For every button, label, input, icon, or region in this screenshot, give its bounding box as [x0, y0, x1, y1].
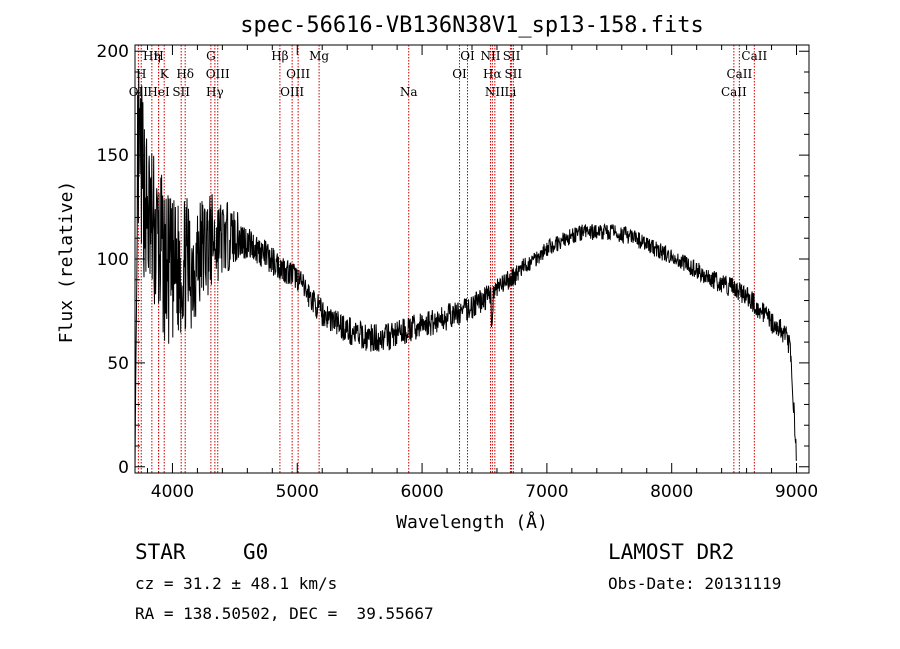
y-tick-label: 150 — [97, 146, 129, 166]
y-tick-label: 200 — [97, 42, 129, 62]
spectral-line-label: H — [136, 67, 146, 81]
spectral-line-label: OI — [452, 67, 467, 81]
spectral-line-label: Na — [400, 85, 418, 99]
spectral-line-label: Hδ — [176, 67, 194, 81]
spectral-line-label: CaII — [726, 67, 752, 81]
spectral-line-label: Hβ — [271, 49, 288, 63]
object-subclass: G0 — [243, 540, 269, 564]
spectral-line-label: HeI — [147, 85, 170, 99]
object-class: STAR — [135, 540, 186, 564]
chart-title: spec-56616-VB136N38V1_sp13-158.fits — [240, 13, 704, 38]
spectral-line-label: K — [160, 67, 170, 81]
y-tick-label: 100 — [97, 250, 129, 270]
spectral-line-label: OIII — [280, 85, 304, 99]
x-tick-label: 9000 — [775, 482, 818, 502]
spectral-line-label: SII — [504, 67, 522, 81]
spectral-line-label: H — [153, 49, 163, 63]
spectral-line-label: OIII — [206, 67, 230, 81]
axis-tick-labels: 4000 5000 6000 7000 8000 9000 0 50 100 150 200 — [97, 42, 819, 502]
spectral-line-label: CaII — [741, 49, 767, 63]
spectral-line-label: Hα — [483, 67, 502, 81]
x-axis-label: Wavelength (Å) — [396, 511, 548, 533]
y-axis-label: Flux (relative) — [56, 181, 77, 344]
spectral-line-label: NII — [485, 85, 505, 99]
x-tick-label: 8000 — [650, 482, 693, 502]
spectral-line-label: G — [206, 49, 216, 63]
observation-date: Obs-Date: 20131119 — [608, 574, 782, 593]
spectrum-line — [134, 71, 797, 471]
y-tick-label: 0 — [118, 458, 129, 478]
coordinates: RA = 138.50502, DEC = 39.55667 — [135, 604, 434, 623]
axis-ticks — [135, 45, 809, 473]
spectral-line-label: Hγ — [206, 85, 224, 99]
spectral-line-label: SII — [172, 85, 190, 99]
x-tick-label: 4000 — [151, 482, 194, 502]
spectral-line-label: NII — [480, 49, 500, 63]
spectral-line-label: OI — [460, 49, 475, 63]
redshift-velocity: cz = 31.2 ± 48.1 km/s — [135, 574, 338, 593]
spectral-line-label: Li — [505, 85, 517, 99]
x-tick-label: 6000 — [400, 482, 443, 502]
survey-name: LAMOST DR2 — [608, 540, 735, 564]
y-tick-label: 50 — [107, 354, 129, 374]
x-tick-label: 7000 — [525, 482, 568, 502]
spectral-line-label: OIII — [286, 67, 310, 81]
spectral-line-label: Hη — [143, 49, 161, 63]
spectral-line-label: CaII — [721, 85, 747, 99]
x-tick-label: 5000 — [276, 482, 319, 502]
spectral-line-label: Mg — [309, 49, 329, 63]
spectral-line-label: SII — [503, 49, 521, 63]
